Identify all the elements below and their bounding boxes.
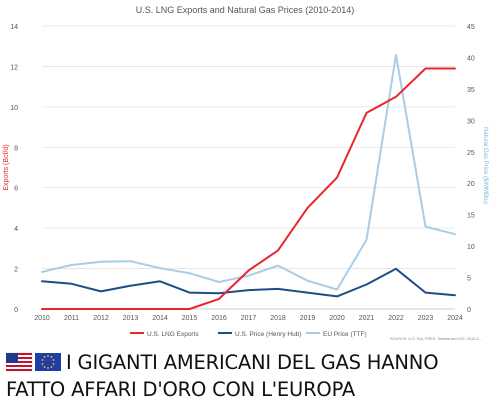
x-tick-label: 2016 — [211, 315, 227, 322]
right-tick-label: 0 — [467, 307, 471, 314]
eu-flag-icon — [35, 353, 61, 371]
left-axis-label: Exports (Bcf/d) — [3, 144, 10, 190]
x-tick-label: 2010 — [34, 315, 50, 322]
x-tick-label: 2022 — [388, 315, 404, 322]
right-tick-label: 20 — [467, 181, 475, 188]
left-tick-label: 4 — [14, 226, 18, 233]
x-tick-label: 2012 — [93, 315, 109, 322]
right-tick-label: 30 — [467, 118, 475, 125]
right-tick-label: 35 — [467, 87, 475, 94]
x-tick-label: 2020 — [329, 315, 345, 322]
left-tick-label: 2 — [14, 267, 18, 274]
source-note: SOURCE: U.S. EIA, FRED, Statista and ICE… — [390, 337, 482, 341]
caption: I GIGANTI AMERICANI DEL GAS HANNO FATTO … — [5, 351, 486, 402]
x-tick-label: 2023 — [418, 315, 434, 322]
left-tick-label: 6 — [14, 186, 18, 193]
right-tick-label: 5 — [467, 276, 471, 283]
left-tick-label: 10 — [10, 105, 18, 112]
left-tick-label: 14 — [10, 24, 18, 31]
left-tick-label: 0 — [14, 307, 18, 314]
right-tick-label: 25 — [467, 150, 475, 157]
x-tick-label: 2021 — [359, 315, 375, 322]
left-tick-label: 12 — [10, 64, 18, 71]
right-axis-label: Natural Gas Price ($/MMBtu) — [482, 127, 488, 204]
right-tick-label: 40 — [467, 55, 475, 62]
legend-label-u-s-lng-exports: U.S. LNG Exports — [147, 331, 199, 338]
series-line-u-s-price-henry-hub — [41, 267, 456, 298]
x-tick-label: 2013 — [123, 315, 139, 322]
series-line-eu-price-ttf — [41, 53, 456, 291]
x-tick-label: 2017 — [241, 315, 257, 322]
legend-label-u-s-price-henry-hub: U.S. Price (Henry Hub) — [235, 331, 301, 338]
chart-title: U.S. LNG Exports and Natural Gas Prices … — [136, 5, 355, 15]
us-flag-icon — [5, 352, 33, 372]
chart: U.S. LNG Exports and Natural Gas Prices … — [3, 5, 488, 341]
x-tick-label: 2015 — [182, 315, 198, 322]
flags — [5, 352, 62, 378]
caption-text: I GIGANTI AMERICANI DEL GAS HANNO FATTO … — [6, 351, 439, 401]
x-tick-label: 2019 — [300, 315, 316, 322]
left-tick-label: 8 — [14, 145, 18, 152]
x-tick-label: 2018 — [270, 315, 286, 322]
line-chart: U.S. LNG Exports and Natural Gas Prices … — [3, 5, 488, 341]
right-tick-label: 15 — [467, 213, 475, 220]
x-tick-label: 2014 — [152, 315, 168, 322]
x-tick-label: 2011 — [64, 315, 79, 322]
right-tick-label: 10 — [467, 244, 475, 251]
right-tick-label: 45 — [467, 24, 475, 31]
series-line-u-s-lng-exports — [41, 67, 456, 310]
x-tick-label: 2024 — [447, 315, 463, 322]
legend-label-eu-price-ttf: EU Price (TTF) — [323, 331, 367, 338]
